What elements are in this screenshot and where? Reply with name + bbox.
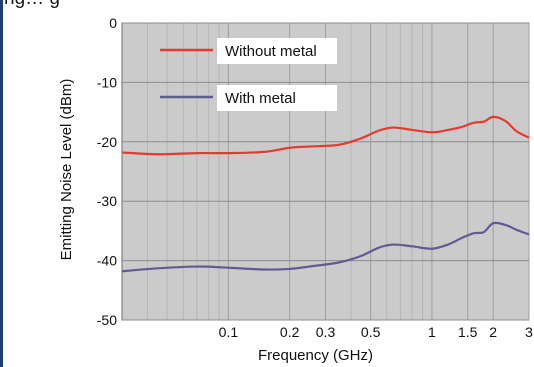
- y-tick-label: -20: [97, 134, 117, 150]
- x-axis-title: Frequency (GHz): [258, 347, 373, 364]
- legend-box: [217, 38, 337, 64]
- legend-label: With metal: [225, 90, 296, 107]
- left-border: [0, 0, 3, 367]
- x-tick-label: 0.5: [361, 324, 381, 340]
- x-tick-label: 0.2: [280, 324, 300, 340]
- x-tick-label: 2: [489, 324, 497, 340]
- series-line: [121, 221, 530, 273]
- x-tick-label: 1: [428, 324, 436, 340]
- y-axis-title: Emitting Noise Level (dBm): [58, 79, 75, 261]
- x-tick-label: 0.3: [316, 324, 336, 340]
- minor-grid: [146, 23, 424, 320]
- caption-fragment: ng… g: [4, 0, 60, 10]
- y-tick-label: -30: [97, 193, 117, 209]
- y-tick-label: -40: [97, 253, 117, 269]
- y-tick-label: -50: [97, 312, 117, 328]
- series-layer: [121, 115, 530, 273]
- series-line: [121, 115, 530, 156]
- x-tick-label: 0.1: [219, 324, 239, 340]
- y-tick-label: 0: [109, 15, 117, 31]
- x-tick-label: 1.5: [458, 324, 478, 340]
- legend-label: Without metal: [225, 43, 317, 60]
- y-tick-label: -10: [97, 74, 117, 90]
- legend-box: [217, 85, 337, 111]
- major-grid: [122, 22, 530, 321]
- x-tick-label: 3: [525, 324, 533, 340]
- tick-labels: 0.1 0.2 0.3 0.5 1 1.5 2 3 0 -10 -20 -30 -40 -50: [97, 15, 533, 340]
- legend: Without metal With metal: [160, 38, 337, 111]
